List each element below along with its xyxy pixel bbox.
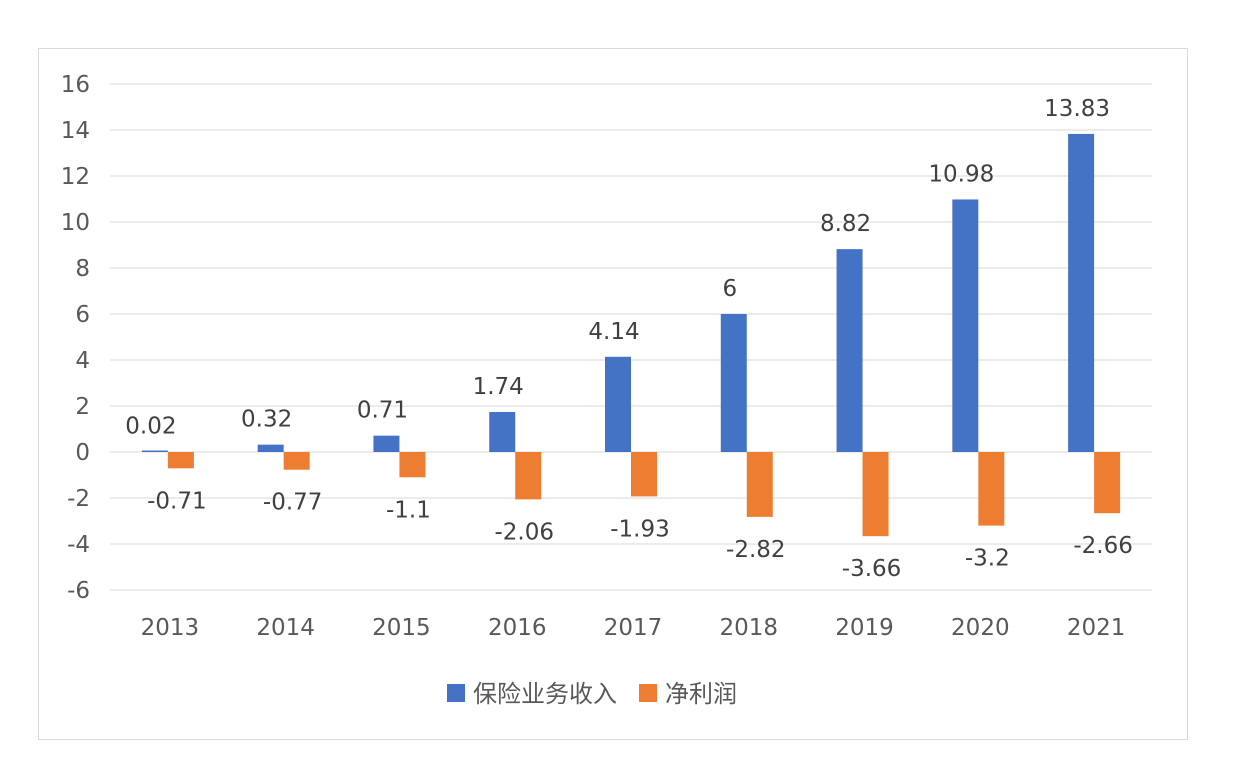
data-label-income-2017: 4.14 (588, 319, 639, 345)
data-label-profit-2021: -2.66 (1073, 533, 1133, 559)
data-label-profit-2014: -0.77 (263, 490, 323, 516)
bar-保险业务收入-2016 (489, 411, 516, 452)
y-tick-label: 2 (75, 394, 90, 420)
y-tick-label: 4 (75, 348, 90, 374)
x-tick-label: 2015 (372, 615, 431, 641)
x-tick-label: 2018 (720, 615, 779, 641)
y-tick-label: 14 (61, 118, 90, 144)
x-tick-label: 2014 (256, 615, 315, 641)
bar-净利润-2017 (631, 452, 657, 497)
bar-保险业务收入-2013 (141, 450, 168, 452)
legend-label: 保险业务收入 (473, 680, 617, 708)
bar-净利润-2014 (283, 452, 310, 470)
bar-净利润-2016 (515, 452, 542, 500)
legend-label: 净利润 (665, 680, 737, 708)
bar-保险业务收入-2014 (257, 444, 284, 452)
bar-净利润-2013 (167, 452, 194, 469)
data-label-profit-2020: -3.2 (965, 546, 1010, 572)
x-tick-label: 2013 (141, 615, 200, 641)
data-label-income-2021: 13.83 (1044, 96, 1110, 122)
data-label-profit-2018: -2.82 (726, 537, 786, 563)
x-tick-label: 2019 (835, 615, 894, 641)
legend-swatch (639, 684, 657, 702)
y-tick-label: 6 (75, 302, 90, 328)
data-label-profit-2013: -0.71 (147, 488, 207, 514)
x-tick-label: 2016 (488, 615, 547, 641)
bar-保险业务收入-2017 (605, 356, 631, 452)
y-tick-label: 8 (75, 256, 90, 282)
bar-保险业务收入-2015 (373, 435, 400, 452)
data-label-income-2018: 6 (722, 276, 737, 302)
x-axis-ticks: 2013 2014 2015 2016 2017 2018 2019 2020 2021 (141, 615, 1126, 641)
y-tick-label: -4 (67, 532, 90, 558)
bar-保险业务收入-2019 (836, 249, 863, 452)
data-label-income-2014: 0.32 (241, 407, 292, 433)
bar-保险业务收入-2021 (1068, 133, 1095, 452)
bar-净利润-2019 (862, 452, 889, 537)
data-label-income-2020: 10.98 (928, 161, 994, 187)
y-tick-label: 12 (61, 164, 90, 190)
bar-净利润-2021 (1094, 452, 1121, 514)
data-label-income-2013: 0.02 (125, 414, 176, 440)
y-tick-label: -2 (67, 486, 90, 512)
x-tick-label: 2021 (1067, 615, 1126, 641)
data-label-profit-2016: -2.06 (494, 519, 554, 545)
data-label-profit-2015: -1.1 (386, 497, 431, 523)
data-labels: 0.02 -0.71 0.32 -0.77 0.71 -1.1 1.74 -2.06 4.14 -… (125, 96, 1133, 582)
data-label-profit-2017: -1.93 (610, 516, 670, 542)
data-label-profit-2019: -3.66 (842, 556, 902, 582)
y-tick-label: 16 (61, 72, 90, 98)
bars (141, 133, 1121, 537)
bar-净利润-2018 (746, 452, 773, 517)
data-label-income-2016: 1.74 (473, 374, 524, 400)
y-tick-label: -6 (67, 578, 90, 604)
legend-swatch (447, 684, 465, 702)
legend: 保险业务收入 净利润 (447, 680, 737, 708)
bar-保险业务收入-2020 (952, 199, 979, 452)
bar-净利润-2015 (399, 452, 426, 478)
x-tick-label: 2017 (604, 615, 663, 641)
y-tick-label: 0 (75, 440, 90, 466)
y-axis-ticks: -6 -4 -2 0 2 4 6 8 10 12 14 16 (61, 72, 90, 604)
y-tick-label: 10 (61, 210, 90, 236)
data-label-income-2019: 8.82 (820, 211, 871, 237)
bar-净利润-2020 (978, 452, 1005, 526)
bar-保险业务收入-2018 (720, 314, 747, 452)
x-tick-label: 2020 (951, 615, 1010, 641)
data-label-income-2015: 0.71 (357, 398, 408, 424)
